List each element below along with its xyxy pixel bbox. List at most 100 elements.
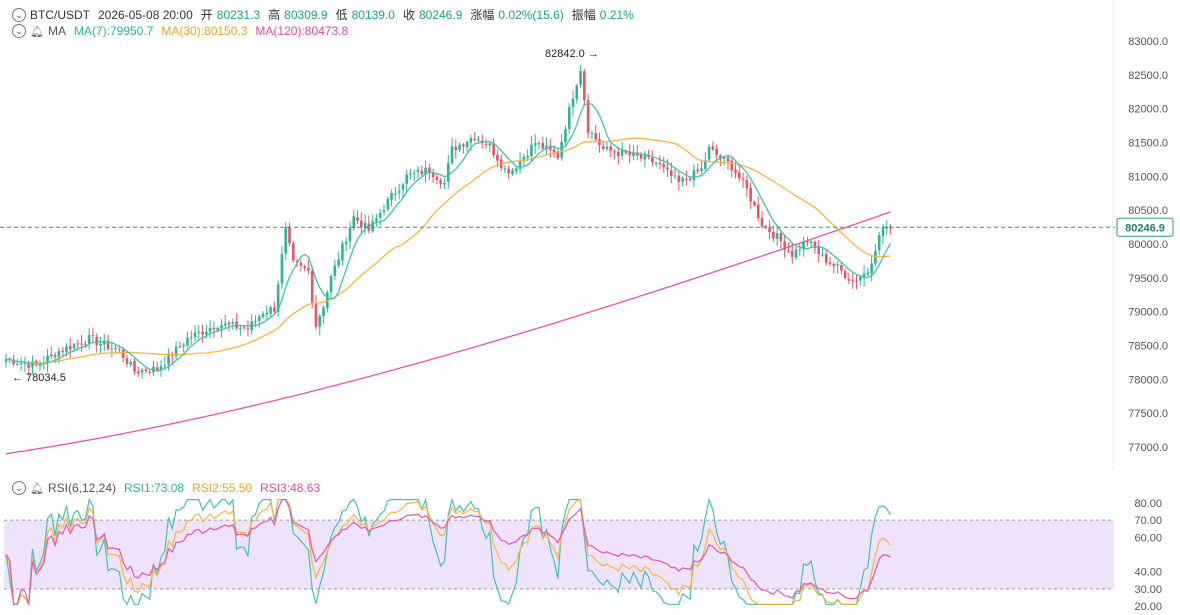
collapse-chevron-icon[interactable]: ⌄ xyxy=(12,7,26,22)
candle xyxy=(367,215,371,234)
candle-body xyxy=(307,268,310,271)
candle-body xyxy=(753,202,756,206)
candle xyxy=(560,134,563,161)
high-value: 80309.9 xyxy=(284,7,328,22)
candle xyxy=(507,165,511,180)
candle xyxy=(458,142,461,153)
candle-body xyxy=(431,173,435,178)
candle xyxy=(862,265,866,287)
rsi-label: RSI(6,12,24) xyxy=(47,481,117,495)
price-tick-label: 80000.0 xyxy=(1128,239,1168,251)
candle-body xyxy=(428,167,431,173)
price-tick-label: 82500.0 xyxy=(1128,70,1168,82)
candle-body xyxy=(730,160,734,171)
candle-body xyxy=(288,227,291,244)
candle-body xyxy=(420,170,424,175)
candle-body xyxy=(552,149,556,153)
candle xyxy=(140,367,144,379)
candle-body xyxy=(768,227,771,233)
candle-body xyxy=(806,241,809,243)
collapse-chevron-icon[interactable]: ⌄ xyxy=(12,481,26,495)
candle xyxy=(586,93,590,139)
amplitude-value: 0.21% xyxy=(599,7,634,22)
candle-body xyxy=(46,355,49,364)
ma-label: MA xyxy=(47,24,66,38)
candle xyxy=(564,125,567,146)
bell-icon[interactable]: 🔔︎ xyxy=(30,482,44,495)
candle-body xyxy=(594,133,597,140)
candle-body xyxy=(19,362,23,365)
candle xyxy=(284,222,288,261)
candle-body xyxy=(378,212,382,218)
candle xyxy=(783,234,786,258)
price-tick-label: 79000.0 xyxy=(1128,307,1168,319)
candle-body xyxy=(178,346,182,348)
candle xyxy=(533,134,537,154)
candle xyxy=(341,240,344,266)
candle-body xyxy=(654,162,658,164)
candle-body xyxy=(575,85,579,100)
candle xyxy=(19,357,23,371)
low-annotation: ← 78034.5 xyxy=(12,372,66,384)
rsi1-legend: RSI1:73.08 xyxy=(124,481,185,495)
candle-body xyxy=(65,346,68,353)
bell-icon[interactable]: 🔔︎ xyxy=(30,25,44,38)
candle xyxy=(824,249,828,266)
candle-body xyxy=(537,142,541,144)
candle xyxy=(794,246,798,260)
candle-body xyxy=(632,152,635,157)
candle xyxy=(855,275,858,290)
candle xyxy=(159,360,163,377)
candle-body xyxy=(435,176,439,181)
candle xyxy=(409,168,412,180)
candle xyxy=(465,140,469,153)
close-value: 80246.9 xyxy=(418,7,463,22)
candle xyxy=(390,189,393,206)
candle-body xyxy=(38,364,42,366)
candle xyxy=(617,146,620,165)
candle xyxy=(484,138,488,149)
candle-body xyxy=(223,323,227,326)
candle-body xyxy=(707,147,711,160)
price-tick-label: 82000.0 xyxy=(1128,104,1168,116)
candlestick-chart[interactable]: 83000.0 82500.0 82000.0 81500.0 81000.0 80500… xyxy=(0,0,1180,470)
candle xyxy=(749,182,752,210)
candle xyxy=(401,182,405,198)
candle xyxy=(280,245,284,289)
candle xyxy=(171,351,174,365)
price-tick-label: 81000.0 xyxy=(1128,171,1168,183)
candle xyxy=(673,168,677,180)
candle-body xyxy=(322,307,325,317)
rsi-legend: ⌄ 🔔︎ RSI(6,12,24) RSI1:73.08 RSI2:55.50 … xyxy=(12,481,320,495)
candle xyxy=(446,154,450,189)
candle xyxy=(590,130,594,140)
candle xyxy=(91,327,95,342)
candle xyxy=(250,314,253,335)
candle-body xyxy=(885,226,889,229)
datetime-label: 2026-05-08 20:00 xyxy=(98,7,193,22)
candle xyxy=(503,165,507,173)
candle xyxy=(322,305,325,324)
candle xyxy=(110,341,114,358)
candle xyxy=(851,272,855,289)
candle-body xyxy=(394,193,397,195)
candle-body xyxy=(556,151,560,159)
candle xyxy=(806,236,809,247)
candle xyxy=(545,137,548,155)
candle xyxy=(227,320,231,332)
candle xyxy=(38,360,42,372)
price-tick-label: 77500.0 xyxy=(1128,408,1168,420)
candle xyxy=(541,136,545,151)
candle xyxy=(235,313,238,331)
candle xyxy=(337,251,340,269)
rsi-line-rsi1 xyxy=(5,497,892,607)
candle-body xyxy=(473,138,477,140)
candle xyxy=(223,314,227,329)
candle-body xyxy=(843,271,847,279)
candle xyxy=(681,176,684,187)
price-tick-label: 78000.0 xyxy=(1128,374,1168,386)
rsi-tick-label: 20.00 xyxy=(1134,601,1162,613)
collapse-chevron-icon[interactable]: ⌄ xyxy=(12,24,26,38)
rsi-tick-label: 80.00 xyxy=(1134,498,1162,510)
candle-body xyxy=(446,163,450,182)
